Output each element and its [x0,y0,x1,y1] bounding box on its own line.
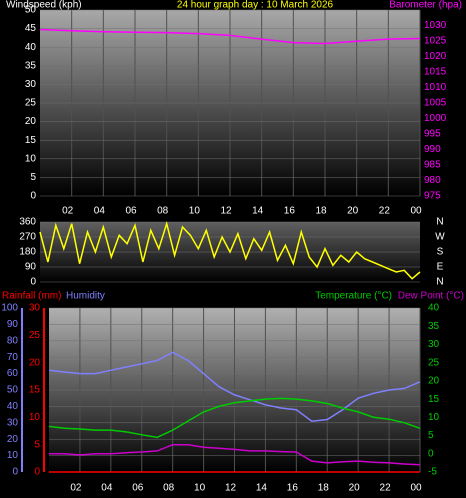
chart-title: 24 hour graph day : 10 March 2026 [177,0,334,11]
y-tick-label: 10 [428,412,440,423]
x-tick-label: 18 [315,206,327,217]
x-tick-label: 02 [70,483,82,494]
y-tick-label: 1005 [424,98,447,109]
axis-label: Windspeed (kph) [6,0,82,11]
y-tick-label: 40 [428,303,440,314]
y-tick-label: W [435,232,445,243]
x-tick-label: 00 [410,206,422,217]
y-tick-label: 25 [25,98,37,109]
y-tick-label: 30 [428,339,440,350]
y-tick-label: 980 [424,175,441,186]
y-tick-label: 10 [7,450,19,461]
x-tick-label: 06 [132,483,144,494]
y-tick-label: 360 [19,217,36,228]
x-tick-label: 08 [163,483,175,494]
y-tick-label: 35 [25,60,37,71]
y-tick-label: 50 [7,385,19,396]
y-tick-label: 90 [7,319,19,330]
y-tick-label: 0 [34,467,40,478]
x-tick-label: 16 [287,483,299,494]
axis-label: Barometer (hpa) [389,0,462,11]
x-tick-label: 18 [318,483,330,494]
x-tick-label: 12 [225,483,237,494]
x-tick-label: 10 [189,206,201,217]
y-tick-label: 25 [428,357,440,368]
y-tick-label: 15 [29,385,41,396]
y-tick-label: 35 [428,321,440,332]
y-tick-label: 0 [12,467,18,478]
legend-label: Temperature (°C) [315,291,392,302]
y-tick-label: 10 [25,153,37,164]
y-tick-label: 1010 [424,82,447,93]
x-tick-label: 06 [125,206,137,217]
y-tick-label: 1015 [424,67,447,78]
y-tick-label: 1020 [424,51,447,62]
y-tick-label: 25 [29,330,41,341]
x-tick-label: 14 [252,206,264,217]
y-tick-label: 20 [29,357,41,368]
y-tick-label: 975 [424,191,441,202]
y-tick-label: 30 [7,417,19,428]
x-tick-label: 02 [62,206,74,217]
y-tick-label: 15 [25,135,37,146]
y-tick-label: 0 [30,277,36,288]
x-tick-label: 10 [194,483,206,494]
series-line [48,397,421,439]
y-tick-label: -5 [428,467,437,478]
legend-label: Rainfall (mm) [2,291,61,302]
y-tick-label: 40 [7,401,19,412]
series-line [39,28,421,45]
y-tick-label: E [437,262,444,273]
y-tick-label: 270 [19,232,36,243]
legend-label: Humidity [66,291,105,302]
y-tick-label: 30 [25,79,37,90]
legend-label: Dew Point (°C) [398,291,464,302]
y-tick-label: 5 [30,172,36,183]
y-tick-label: 5 [34,439,40,450]
x-tick-label: 22 [380,483,392,494]
y-tick-label: 985 [424,160,441,171]
y-tick-label: 15 [428,394,440,405]
y-tick-label: 40 [25,42,37,53]
y-tick-label: 180 [19,247,36,258]
y-tick-label: 20 [25,116,37,127]
y-tick-label: N [436,277,443,288]
y-tick-label: N [436,217,443,228]
x-tick-label: 04 [94,206,106,217]
x-tick-label: 08 [157,206,169,217]
y-tick-label: 1030 [424,20,447,31]
y-tick-label: 10 [29,412,41,423]
series-line [39,220,421,280]
series-line [49,443,421,466]
x-tick-label: 12 [220,206,232,217]
x-tick-label: 20 [349,483,361,494]
x-tick-label: 16 [284,206,296,217]
y-tick-label: 0 [30,191,36,202]
y-tick-label: 995 [424,129,441,140]
x-tick-label: 20 [347,206,359,217]
y-tick-label: 30 [29,303,41,314]
y-tick-label: 1000 [424,113,447,124]
y-tick-label: 20 [7,434,19,445]
y-tick-label: 70 [7,352,19,363]
y-tick-label: 90 [25,262,37,273]
x-tick-label: 22 [379,206,391,217]
y-tick-label: 1025 [424,36,447,47]
y-tick-label: 0 [428,448,434,459]
x-tick-label: 00 [410,483,422,494]
series-line [48,351,421,422]
y-tick-label: 45 [25,23,37,34]
y-tick-label: S [437,247,444,258]
y-tick-label: 100 [1,303,18,314]
x-tick-label: 04 [101,483,113,494]
y-tick-label: 50 [25,5,37,16]
y-tick-label: 80 [7,335,19,346]
y-tick-label: 5 [428,430,434,441]
y-tick-label: 60 [7,368,19,379]
y-tick-label: 990 [424,144,441,155]
y-tick-label: 20 [428,376,440,387]
x-tick-label: 14 [256,483,268,494]
